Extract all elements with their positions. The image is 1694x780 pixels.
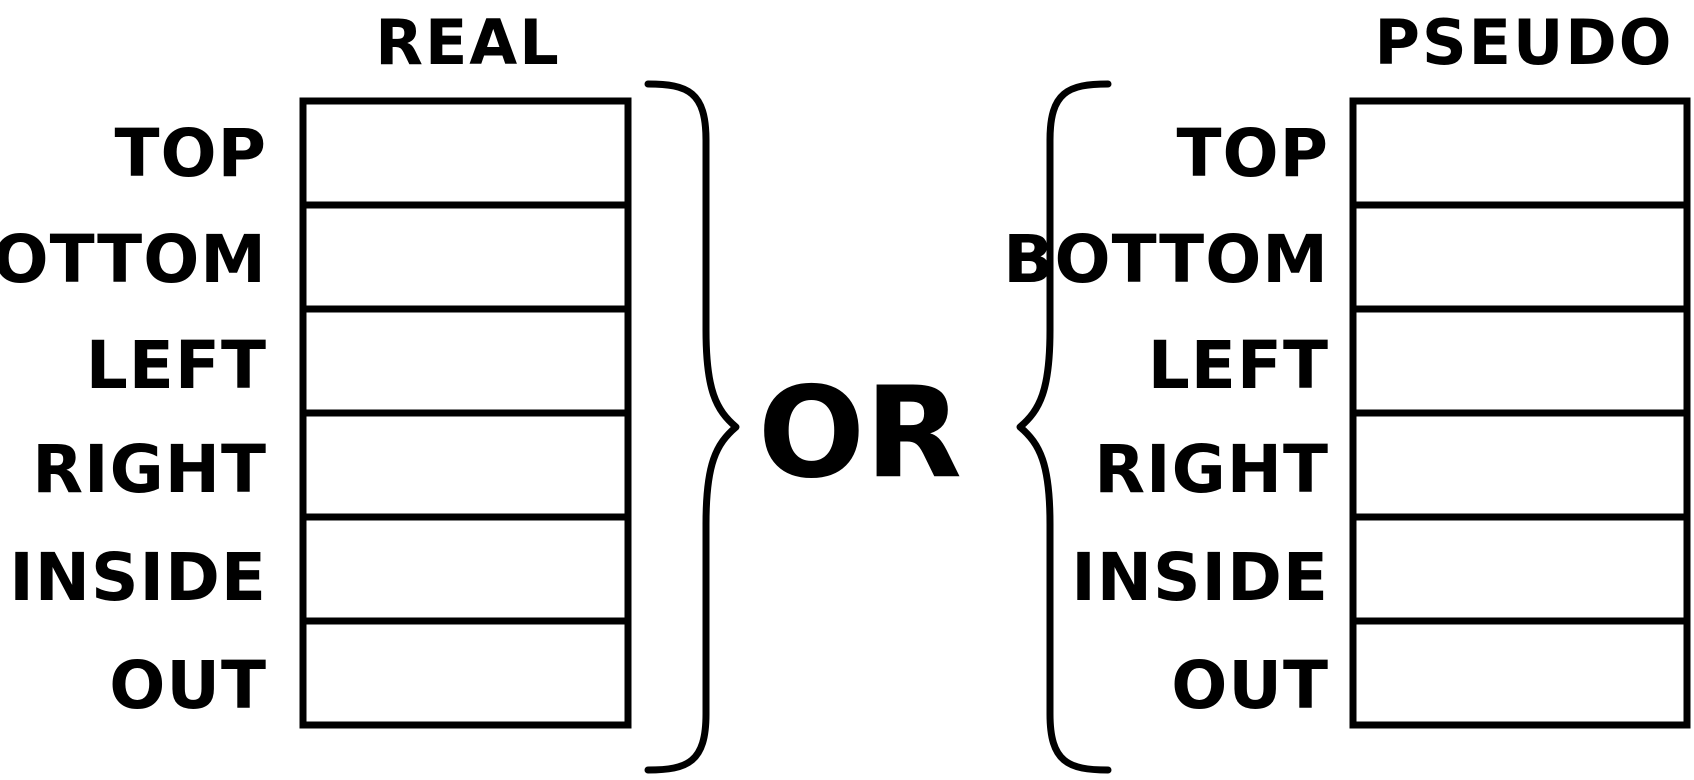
real-field-label-left: LEFT — [86, 327, 267, 404]
real-field-box-right — [299, 409, 632, 521]
real-field-label-bottom: BOTTOM — [0, 221, 267, 298]
pseudo-field-box-left — [1349, 305, 1691, 417]
pseudo-field-label-top: TOP — [1177, 115, 1330, 192]
pseudo-opening-brace — [1016, 80, 1112, 774]
real-field-box-inside — [299, 513, 632, 625]
pseudo-field-label-left: LEFT — [1148, 327, 1329, 404]
real-field-box-out — [299, 617, 632, 729]
pseudo-field-box-out — [1349, 617, 1691, 729]
real-panel-title: REAL — [375, 6, 561, 79]
pseudo-field-list: TOP BOTTOM LEFT RIGHT INSIDE OUT — [1003, 97, 1691, 729]
real-field-label-out: OUT — [109, 647, 267, 724]
pseudo-panel: PSEUDO TOP BOTTOM LEFT RIGHT INSIDE OUT — [1003, 6, 1691, 774]
pseudo-field-label-out: OUT — [1171, 647, 1329, 724]
real-closing-brace — [644, 80, 740, 774]
real-field-list: TOP BOTTOM LEFT RIGHT INSIDE OUT — [0, 97, 632, 729]
or-connector-label: OR — [758, 359, 962, 506]
real-panel: REAL TOP BOTTOM LEFT RIGHT INSIDE OUT — [0, 6, 740, 774]
real-field-box-top — [299, 97, 632, 209]
real-field-label-inside: INSIDE — [9, 539, 267, 616]
real-field-label-top: TOP — [115, 115, 268, 192]
real-field-box-bottom — [299, 201, 632, 313]
pseudo-panel-title: PSEUDO — [1375, 6, 1674, 79]
pseudo-field-label-inside: INSIDE — [1071, 539, 1329, 616]
real-field-label-right: RIGHT — [32, 431, 267, 508]
pseudo-field-label-bottom: BOTTOM — [1003, 221, 1329, 298]
pseudo-field-box-right — [1349, 409, 1691, 521]
real-field-box-left — [299, 305, 632, 417]
pseudo-field-label-right: RIGHT — [1094, 431, 1329, 508]
pseudo-field-box-inside — [1349, 513, 1691, 625]
pseudo-field-box-bottom — [1349, 201, 1691, 313]
pseudo-field-box-top — [1349, 97, 1691, 209]
